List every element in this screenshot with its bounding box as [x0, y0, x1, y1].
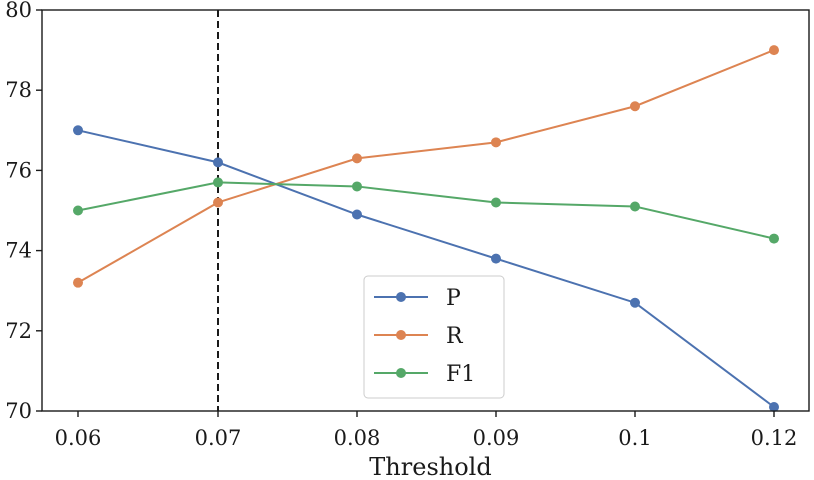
point-r — [213, 197, 223, 208]
plot-frame — [41, 9, 810, 412]
point-r — [769, 45, 779, 56]
point-p — [491, 253, 501, 264]
point-p — [630, 297, 640, 308]
x-tick-label: 0.07 — [195, 426, 242, 450]
plot-area — [73, 10, 779, 412]
x-tick-label: 0.09 — [473, 426, 520, 450]
point-f1 — [352, 181, 362, 192]
point-r — [352, 153, 362, 164]
legend-marker-f1 — [396, 368, 406, 378]
x-tick-label: 0.1 — [618, 426, 651, 450]
point-f1 — [769, 233, 779, 244]
legend: PR F1 — [363, 275, 505, 399]
point-f1 — [73, 205, 83, 216]
y-tick-label: 72 — [5, 319, 32, 343]
series-line-r — [77, 49, 775, 284]
point-r — [491, 137, 501, 148]
point-p — [352, 209, 362, 220]
legend-label-r: R — [446, 324, 464, 349]
y-axis: 70 72 74 76 78 80 — [5, 0, 42, 423]
y-tick-label: 80 — [5, 0, 32, 22]
y-tick-label: 74 — [5, 239, 32, 263]
point-f1 — [491, 197, 501, 208]
x-axis-title: Threshold — [369, 453, 491, 480]
y-tick-label: 78 — [5, 78, 32, 102]
point-p — [213, 157, 223, 168]
point-f1 — [213, 177, 223, 188]
legend-label-p: P — [446, 286, 461, 311]
legend-marker-r — [396, 330, 406, 340]
point-r — [630, 101, 640, 112]
point-p — [73, 125, 83, 136]
point-r — [73, 277, 83, 288]
legend-box — [363, 275, 505, 399]
legend-label-f1: F1 — [446, 362, 475, 387]
y-tick-label: 76 — [5, 158, 32, 182]
point-p — [769, 401, 779, 412]
x-axis: 0.06 0.07 0.08 0.09 0.1 0.12 — [55, 411, 798, 450]
x-tick-label: 0.12 — [751, 426, 798, 450]
series-line-f1 — [77, 181, 775, 240]
point-f1 — [630, 201, 640, 212]
x-tick-label: 0.08 — [334, 426, 381, 450]
series-line-p — [77, 129, 775, 408]
y-tick-label: 70 — [5, 399, 32, 423]
legend-marker-p — [396, 292, 406, 302]
x-tick-label: 0.06 — [55, 426, 102, 450]
